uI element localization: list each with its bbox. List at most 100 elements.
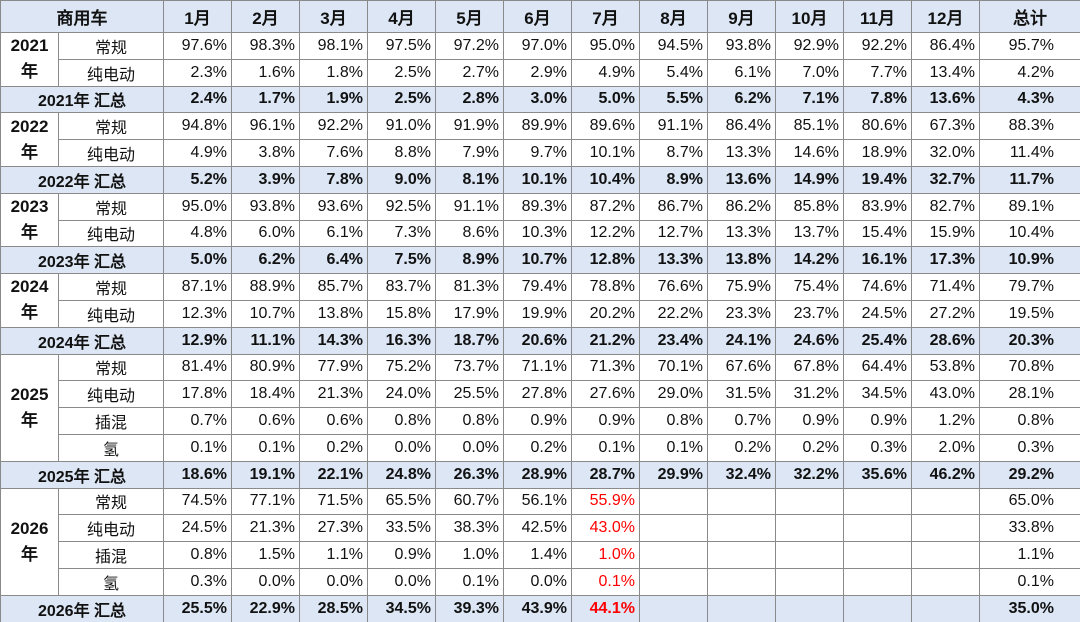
summary-row: 2023年 汇总 5.0% 6.2% 6.4% 7.5% 8.9% 10.7% 12.8% 13… [0, 246, 1080, 275]
data-row: 纯电动 2.3% 1.6% 1.8% 2.5% 2.7% 2.9% 4.9% 5.4% 6.1% 7… [1, 58, 1080, 87]
value-cell: 33.5% [367, 514, 436, 543]
value-cell: 42.5% [503, 514, 572, 543]
value-cell: 56.1% [503, 487, 572, 516]
empty-cell [843, 487, 912, 516]
value-cell: 7.6% [299, 139, 368, 167]
type-cell: 纯电动 [58, 219, 164, 248]
value-cell: 2.4% [163, 85, 232, 114]
value-cell: 91.0% [367, 112, 436, 141]
value-cell: 28.9% [503, 460, 572, 489]
value-cell: 14.3% [299, 326, 368, 355]
value-cell: 20.2% [571, 299, 640, 328]
value-cell: 0.8% [367, 407, 436, 435]
value-cell: 13.8% [299, 299, 368, 328]
value-cell: 6.4% [299, 246, 368, 275]
value-cell: 0.3% [979, 433, 1080, 462]
value-cell: 0.8% [435, 407, 504, 435]
value-cell: 21.2% [571, 326, 640, 355]
year-cell: 2022年 [0, 112, 59, 167]
value-cell: 13.3% [707, 139, 776, 167]
value-cell: 17.9% [435, 299, 504, 328]
column-header: 11月 [843, 0, 912, 33]
value-cell: 92.5% [367, 192, 436, 221]
data-row: 2026年 常规 74.5% 77.1% 71.5% 65.5% 60.7% 56.1% 55.… [0, 487, 1080, 596]
value-cell: 24.5% [843, 299, 912, 328]
data-row: 2024年 常规 87.1% 88.9% 85.7% 83.7% 81.3% 79.4% 78.… [0, 273, 1080, 328]
value-cell: 2.0% [911, 433, 980, 462]
value-cell: 7.0% [775, 58, 844, 87]
value-cell: 79.7% [979, 273, 1080, 301]
value-cell: 12.3% [163, 299, 232, 328]
value-cell: 55.9% [571, 487, 640, 516]
value-cell: 13.3% [707, 219, 776, 248]
value-cell: 12.7% [639, 219, 708, 248]
value-cell: 31.5% [707, 380, 776, 409]
value-cell: 21.3% [231, 514, 300, 543]
value-cell: 97.2% [435, 32, 504, 60]
value-cell: 65.5% [367, 487, 436, 516]
value-cell: 2.5% [367, 58, 436, 87]
value-cell: 12.9% [163, 326, 232, 355]
value-cell: 14.6% [775, 139, 844, 167]
value-cell: 29.0% [639, 380, 708, 409]
value-cell: 0.0% [435, 433, 504, 462]
value-cell: 0.8% [979, 407, 1080, 435]
value-cell: 82.7% [911, 192, 980, 221]
value-cell: 7.3% [367, 219, 436, 248]
value-cell: 0.0% [299, 567, 368, 596]
value-cell: 89.1% [979, 192, 1080, 221]
value-cell: 0.3% [163, 567, 232, 596]
value-cell: 87.1% [163, 273, 232, 301]
value-cell: 8.7% [639, 139, 708, 167]
value-cell: 6.1% [707, 58, 776, 87]
value-cell: 21.3% [299, 380, 368, 409]
value-cell: 19.5% [979, 299, 1080, 328]
data-row: 氢 0.3% 0.0% 0.0% 0.0% 0.1% 0.0% 0.1% 0.1% [1, 567, 1080, 596]
empty-cell [639, 487, 708, 516]
value-cell: 10.1% [571, 139, 640, 167]
value-cell: 18.9% [843, 139, 912, 167]
summary-label: 2022年 汇总 [0, 165, 164, 194]
value-cell: 95.0% [571, 32, 640, 60]
value-cell: 0.9% [503, 407, 572, 435]
year-cell: 2023年 [0, 192, 59, 248]
value-cell: 20.3% [979, 326, 1080, 355]
empty-cell [775, 541, 844, 569]
value-cell: 67.6% [707, 353, 776, 382]
value-cell: 5.2% [163, 165, 232, 194]
value-cell: 1.7% [231, 85, 300, 114]
value-cell: 7.9% [435, 139, 504, 167]
value-cell: 0.6% [231, 407, 300, 435]
value-cell: 79.4% [503, 273, 572, 301]
value-cell: 0.9% [843, 407, 912, 435]
empty-cell [707, 594, 776, 622]
value-cell: 39.3% [435, 594, 504, 622]
value-cell: 80.6% [843, 112, 912, 141]
value-cell: 86.7% [639, 192, 708, 221]
value-cell: 74.6% [843, 273, 912, 301]
empty-cell [775, 594, 844, 622]
value-cell: 94.8% [163, 112, 232, 141]
value-cell: 9.0% [367, 165, 436, 194]
value-cell: 28.6% [911, 326, 980, 355]
value-cell: 32.0% [911, 139, 980, 167]
value-cell: 10.3% [503, 219, 572, 248]
value-cell: 25.5% [435, 380, 504, 409]
value-cell: 0.0% [367, 433, 436, 462]
year-cell: 2026年 [0, 487, 59, 596]
value-cell: 2.8% [435, 85, 504, 114]
value-cell: 28.7% [571, 460, 640, 489]
value-cell: 43.9% [503, 594, 572, 622]
value-cell: 10.7% [503, 246, 572, 275]
value-cell: 0.2% [775, 433, 844, 462]
column-header: 9月 [707, 0, 776, 33]
value-cell: 83.9% [843, 192, 912, 221]
empty-cell [911, 567, 980, 596]
value-cell: 24.6% [775, 326, 844, 355]
value-cell: 8.8% [367, 139, 436, 167]
value-cell: 88.3% [979, 112, 1080, 141]
value-cell: 46.2% [911, 460, 980, 489]
value-cell: 0.1% [435, 567, 504, 596]
empty-cell [911, 487, 980, 516]
value-cell: 24.0% [367, 380, 436, 409]
